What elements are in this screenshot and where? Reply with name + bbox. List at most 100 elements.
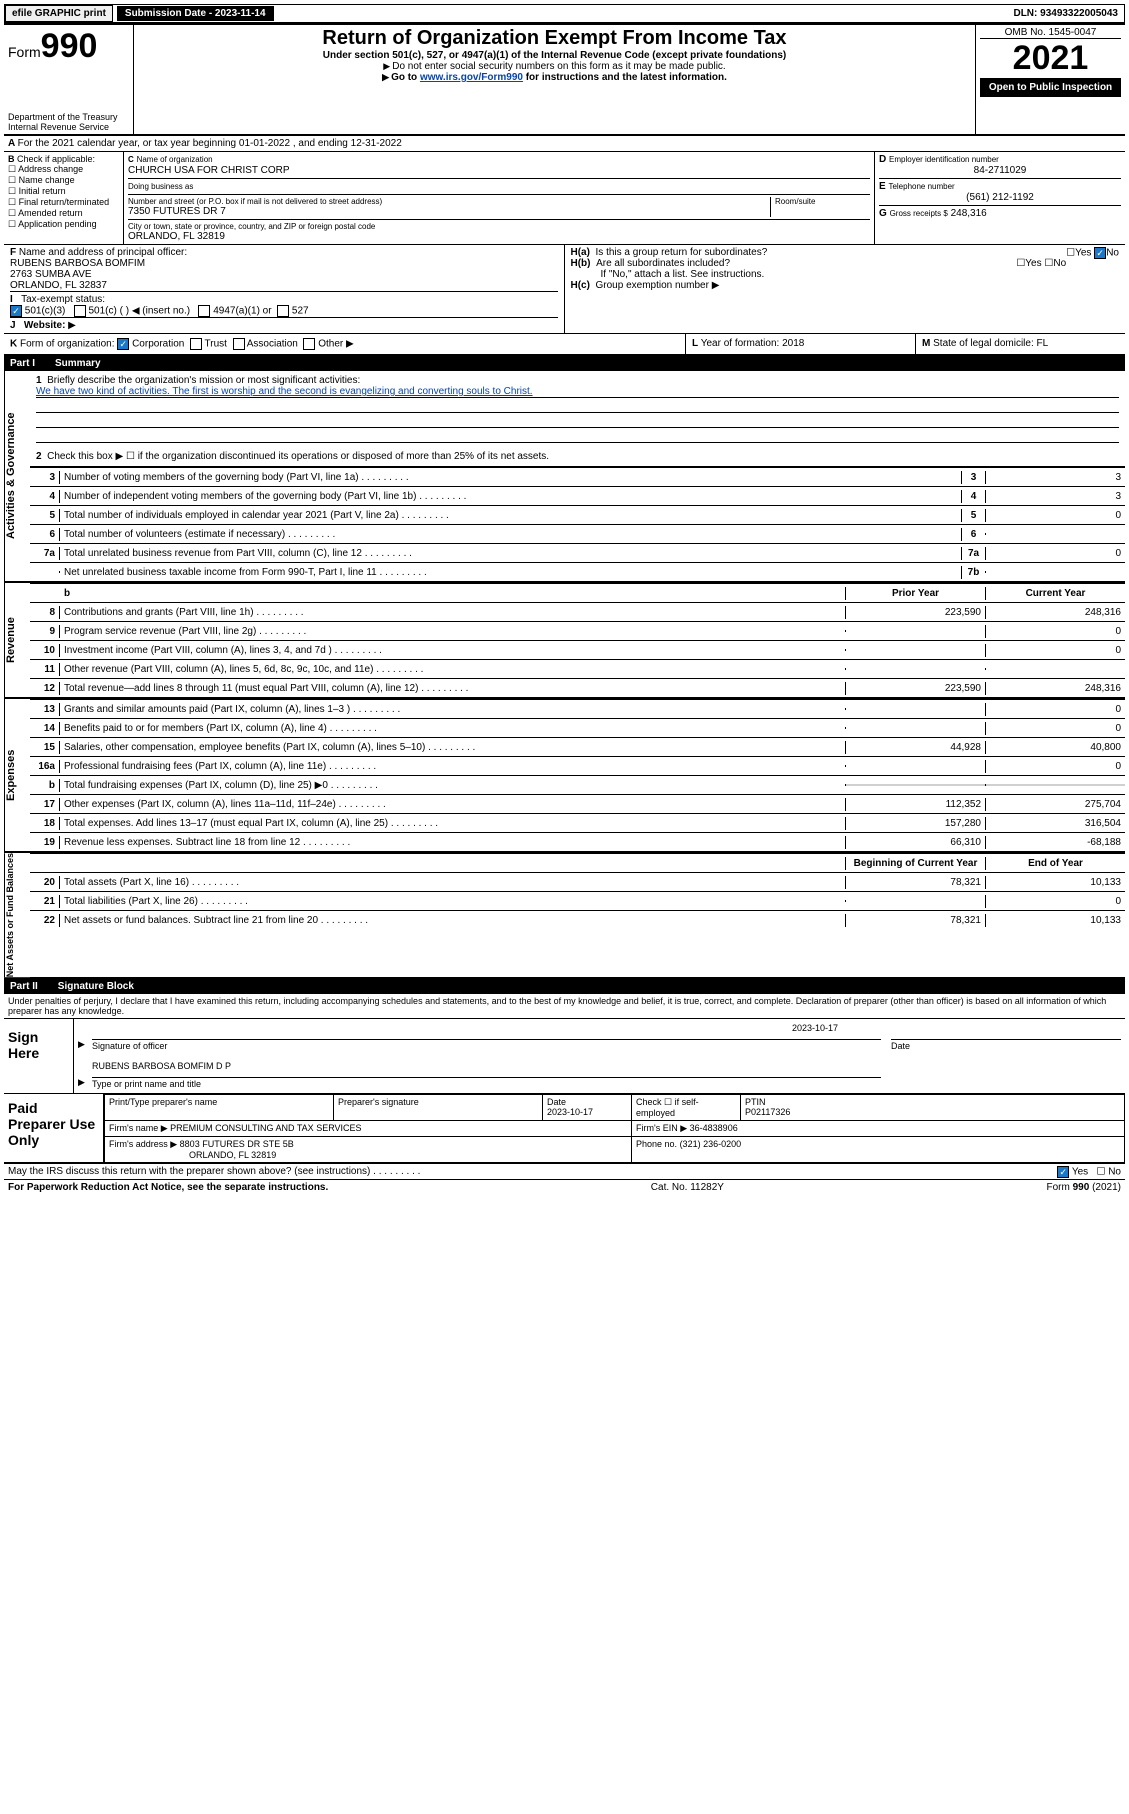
sign-date-val: 2023-10-17: [78, 1023, 838, 1033]
table-row: 7aTotal unrelated business revenue from …: [30, 543, 1125, 562]
table-row: 15Salaries, other compensation, employee…: [30, 737, 1125, 756]
k-trust[interactable]: [190, 338, 202, 350]
table-row: 16aProfessional fundraising fees (Part I…: [30, 756, 1125, 775]
cbox-527[interactable]: [277, 305, 289, 317]
org-address: 7350 FUTURES DR 7: [128, 206, 770, 217]
k-corp[interactable]: [117, 338, 129, 350]
table-row: 9Program service revenue (Part VIII, lin…: [30, 621, 1125, 640]
dba-label: Doing business as: [128, 182, 193, 191]
f-label: Name and address of principal officer:: [19, 247, 187, 258]
officer-status-grid: F Name and address of principal officer:…: [4, 245, 1125, 334]
name-title-label: Type or print name and title: [92, 1077, 881, 1089]
klm-row: K Form of organization: Corporation Trus…: [4, 334, 1125, 356]
sig-date-label: Date: [891, 1039, 1121, 1051]
table-row: 21Total liabilities (Part X, line 26)0: [30, 891, 1125, 910]
org-city: ORLANDO, FL 32819: [128, 231, 870, 242]
table-row: 8Contributions and grants (Part VIII, li…: [30, 602, 1125, 621]
footer-right: Form 990 (2021): [1047, 1182, 1121, 1193]
form-header: Form990 Department of the Treasury Inter…: [4, 23, 1125, 136]
i-label: Tax-exempt status:: [21, 294, 105, 305]
may-irs-yes[interactable]: [1057, 1166, 1069, 1178]
na-header: Beginning of Current Year End of Year: [30, 853, 1125, 872]
b-opt-initial[interactable]: Initial return: [19, 186, 66, 196]
sign-here-label: Sign Here: [4, 1019, 74, 1093]
officer-addr2: ORLANDO, FL 32837: [10, 280, 558, 291]
cbox-4947[interactable]: [198, 305, 210, 317]
form-subtitle-1: Under section 501(c), 527, or 4947(a)(1)…: [138, 50, 971, 61]
table-row: bTotal fundraising expenses (Part IX, co…: [30, 775, 1125, 794]
room-label: Room/suite: [775, 197, 870, 206]
row-a-tax-period: A For the 2021 calendar year, or tax yea…: [4, 136, 1125, 152]
table-row: 20Total assets (Part X, line 16)78,32110…: [30, 872, 1125, 891]
declaration-text: Under penalties of perjury, I declare th…: [4, 994, 1125, 1019]
table-row: 3Number of voting members of the governi…: [30, 467, 1125, 486]
vtab-na: Net Assets or Fund Balances: [4, 853, 30, 977]
vtab-ag: Activities & Governance: [4, 371, 30, 581]
org-name: CHURCH USA FOR CHRIST CORP: [128, 165, 870, 176]
ptin-label: PTIN: [745, 1097, 766, 1107]
table-row: 17Other expenses (Part IX, column (A), l…: [30, 794, 1125, 813]
prep-date-val: 2023-10-17: [547, 1107, 593, 1117]
firm-addr-label: Firm's address ▶: [109, 1139, 177, 1149]
form-title: Return of Organization Exempt From Incom…: [138, 27, 971, 50]
h-note: If "No," attach a list. See instructions…: [571, 269, 1120, 280]
firm-ein-label: Firm's EIN ▶: [636, 1123, 687, 1133]
prep-name-label: Print/Type preparer's name: [105, 1095, 334, 1121]
table-row: 19Revenue less expenses. Subtract line 1…: [30, 832, 1125, 851]
officer-name: RUBENS BARBOSA BOMFIM: [10, 258, 558, 269]
j-label: Website:: [24, 320, 66, 331]
b-opt-name[interactable]: Name change: [19, 175, 75, 185]
prep-selfemp[interactable]: Check ☐ if self-employed: [632, 1095, 741, 1121]
org-info-grid: B Check if applicable: ☐ Address change …: [4, 152, 1125, 245]
b-opt-pending[interactable]: Application pending: [18, 219, 97, 229]
topbar: efile GRAPHIC print Submission Date - 20…: [4, 4, 1125, 23]
ptin-val: P02117326: [745, 1107, 790, 1117]
table-row: 11Other revenue (Part VIII, column (A), …: [30, 659, 1125, 678]
may-irs-row: May the IRS discuss this return with the…: [4, 1164, 1125, 1180]
table-row: 5Total number of individuals employed in…: [30, 505, 1125, 524]
firm-addr1: 8803 FUTURES DR STE 5B: [180, 1139, 294, 1149]
table-row: 10Investment income (Part VIII, column (…: [30, 640, 1125, 659]
sign-here-block: Sign Here 2023-10-17 ▶ Signature of offi…: [4, 1019, 1125, 1094]
q1-label: Briefly describe the organization's miss…: [47, 375, 360, 386]
b-opt-final[interactable]: Final return/terminated: [19, 197, 110, 207]
form-subtitle-3: Go to www.irs.gov/Form990 for instructio…: [138, 72, 971, 83]
b-opt-amended[interactable]: Amended return: [18, 208, 83, 218]
vtab-exp: Expenses: [4, 699, 30, 851]
firm-addr2: ORLANDO, FL 32819: [109, 1150, 276, 1160]
section-revenue: Revenue b Prior Year Current Year 8Contr…: [4, 583, 1125, 699]
table-row: 13Grants and similar amounts paid (Part …: [30, 699, 1125, 718]
table-row: Net unrelated business taxable income fr…: [30, 562, 1125, 581]
firm-phone-label: Phone no.: [636, 1139, 677, 1149]
q1-text: We have two kind of activities. The firs…: [36, 386, 1119, 398]
dept-treasury: Department of the Treasury: [8, 112, 129, 122]
efile-print-button[interactable]: efile GRAPHIC print: [5, 5, 113, 22]
table-row: 18Total expenses. Add lines 13–17 (must …: [30, 813, 1125, 832]
footer-left: For Paperwork Reduction Act Notice, see …: [8, 1182, 328, 1193]
addr-label: Number and street (or P.O. box if mail i…: [128, 197, 770, 206]
phone: (561) 212-1192: [879, 192, 1121, 203]
gross-receipts: 248,316: [951, 208, 987, 219]
cbox-501c[interactable]: [74, 305, 86, 317]
l-label: Year of formation:: [701, 338, 780, 349]
table-row: 6Total number of volunteers (estimate if…: [30, 524, 1125, 543]
k-other[interactable]: [303, 338, 315, 350]
b-opt-address[interactable]: Address change: [18, 164, 83, 174]
section-net-assets: Net Assets or Fund Balances Beginning of…: [4, 853, 1125, 979]
hb-label: Are all subordinates included?: [596, 258, 730, 269]
officer-print-name: RUBENS BARBOSA BOMFIM D P: [78, 1061, 1121, 1071]
cbox-501c3[interactable]: [10, 305, 22, 317]
k-assoc[interactable]: [233, 338, 245, 350]
ein: 84-2711029: [879, 165, 1121, 176]
c-name-label: Name of organization: [137, 155, 213, 164]
firm-phone: (321) 236-0200: [680, 1139, 742, 1149]
irs-label: Internal Revenue Service: [8, 122, 129, 132]
firm-name: PREMIUM CONSULTING AND TAX SERVICES: [170, 1123, 361, 1133]
year-formation: 2018: [782, 338, 804, 349]
submission-date: Submission Date - 2023-11-14: [117, 6, 274, 21]
table-row: 12Total revenue—add lines 8 through 11 (…: [30, 678, 1125, 697]
form990-link[interactable]: www.irs.gov/Form990: [420, 72, 523, 83]
section-expenses: Expenses 13Grants and similar amounts pa…: [4, 699, 1125, 853]
ha-no[interactable]: [1094, 247, 1106, 259]
page-footer: For Paperwork Reduction Act Notice, see …: [4, 1180, 1125, 1195]
